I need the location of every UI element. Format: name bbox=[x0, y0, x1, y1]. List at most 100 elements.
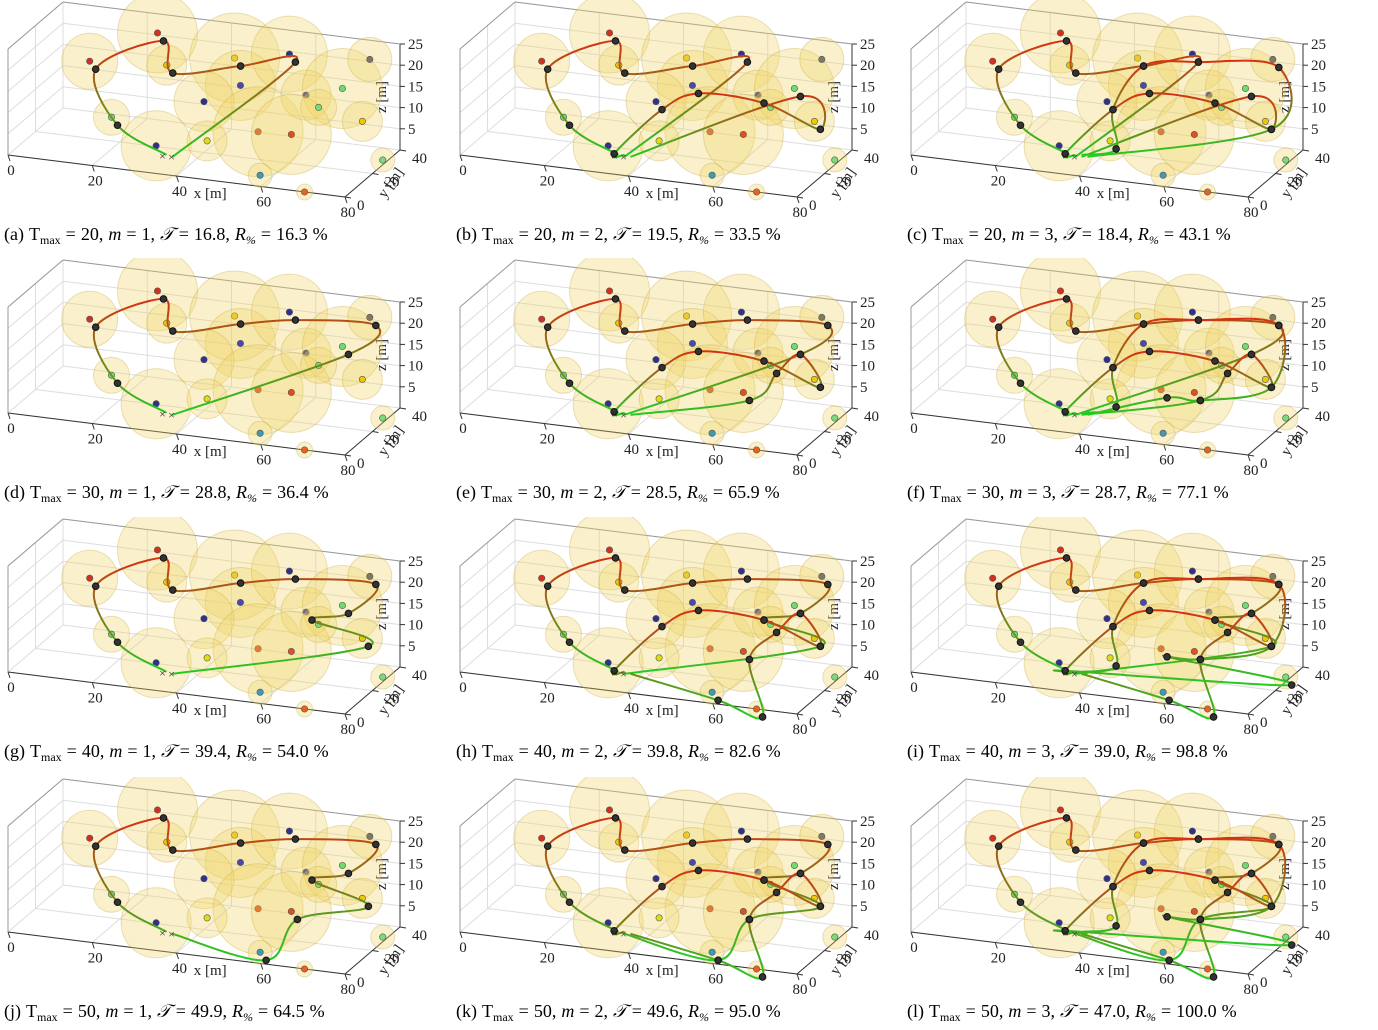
waypoint bbox=[160, 38, 167, 45]
tick-mark bbox=[1276, 174, 1282, 175]
waypoint bbox=[92, 324, 99, 331]
z-tick-label: 15 bbox=[860, 79, 875, 95]
waypoint bbox=[1276, 841, 1283, 848]
tick-mark bbox=[1276, 691, 1282, 692]
x-tick-label: 40 bbox=[624, 701, 639, 717]
target-point bbox=[606, 807, 612, 813]
separator: , bbox=[1050, 1001, 1055, 1021]
waypoint bbox=[92, 843, 99, 850]
waypoint bbox=[612, 815, 619, 822]
tick-mark bbox=[1248, 197, 1254, 198]
target-point bbox=[339, 862, 345, 868]
x-tick-label: 40 bbox=[172, 961, 187, 977]
x-tick-label: 60 bbox=[1159, 453, 1174, 469]
waypoint bbox=[114, 122, 121, 129]
tick-mark bbox=[460, 932, 462, 938]
z-tick-label: 15 bbox=[1311, 337, 1326, 353]
waypoint bbox=[160, 555, 167, 562]
target-point bbox=[288, 908, 294, 914]
target-point bbox=[753, 966, 759, 972]
target-point bbox=[237, 340, 243, 346]
x-tick-label: 80 bbox=[341, 205, 356, 221]
waypoint bbox=[169, 328, 176, 335]
waypoint bbox=[761, 617, 768, 624]
waypoint bbox=[695, 348, 702, 355]
value: 40 bbox=[534, 741, 552, 761]
x-axis-label: x [m] bbox=[1097, 703, 1130, 719]
waypoint bbox=[695, 607, 702, 614]
waypoint bbox=[1212, 877, 1219, 884]
value: 98.8 bbox=[1176, 741, 1208, 761]
value: 64.5 bbox=[273, 1001, 305, 1021]
x-tick-label: 0 bbox=[910, 940, 918, 956]
subplot: 02040608002040510152025x [m]y [m]z [m]××… bbox=[903, 258, 1378, 511]
value: 2 bbox=[594, 741, 603, 761]
value: 33.5 bbox=[729, 224, 761, 244]
waypoint bbox=[659, 623, 666, 630]
waypoint bbox=[612, 555, 619, 562]
z-tick-label: 10 bbox=[408, 101, 423, 117]
tick-mark bbox=[460, 672, 462, 678]
separator: , bbox=[1128, 224, 1133, 244]
figure: 02040608002040510152025x [m]y [m]z [m]××… bbox=[0, 0, 1378, 1030]
target-point bbox=[380, 157, 386, 163]
value: 43.1 bbox=[1179, 224, 1211, 244]
tick-mark bbox=[852, 150, 858, 151]
z-tick-label: 5 bbox=[1311, 639, 1319, 655]
tick-mark bbox=[345, 714, 351, 715]
x-tick-label: 40 bbox=[624, 184, 639, 200]
target-point bbox=[359, 118, 365, 124]
symbol: 𝒯 bbox=[1063, 224, 1082, 244]
waypoint bbox=[1224, 889, 1231, 896]
tick-mark bbox=[825, 691, 831, 692]
depot-marker: × bbox=[611, 666, 618, 680]
symbol: T bbox=[482, 1001, 493, 1021]
panel-label: (c) bbox=[907, 224, 927, 245]
caption: (h)Tmax=40,m=2,𝒯=39.8,R%=82.6% bbox=[456, 741, 781, 764]
waypoint bbox=[1195, 317, 1202, 324]
y-tick-label: 40 bbox=[864, 928, 879, 944]
equals: = bbox=[632, 741, 642, 761]
waypoint bbox=[345, 610, 352, 617]
value: 50 bbox=[78, 1001, 96, 1021]
tick-mark bbox=[1303, 408, 1309, 409]
waypoint bbox=[566, 639, 573, 646]
target-point bbox=[1140, 599, 1146, 605]
z-tick-label: 5 bbox=[1311, 899, 1319, 915]
waypoint bbox=[309, 877, 316, 884]
value: 40 bbox=[82, 741, 100, 761]
panel-label: (l) bbox=[907, 1001, 924, 1022]
target-point bbox=[1242, 85, 1248, 91]
unit: % bbox=[766, 741, 781, 761]
waypoint bbox=[1063, 555, 1070, 562]
z-tick-label: 20 bbox=[408, 575, 423, 591]
target-point bbox=[1189, 828, 1195, 834]
tick-mark bbox=[629, 953, 631, 959]
symbol: m bbox=[1008, 741, 1021, 761]
target-point bbox=[288, 648, 294, 654]
z-tick-label: 15 bbox=[1311, 79, 1326, 95]
target-point bbox=[154, 547, 160, 553]
target-point bbox=[653, 98, 659, 104]
symbol: T bbox=[481, 482, 492, 502]
x-tick-label: 60 bbox=[256, 972, 271, 988]
depot-marker: × bbox=[159, 149, 166, 163]
waypoint bbox=[695, 90, 702, 97]
tick-mark bbox=[92, 683, 94, 689]
waypoint bbox=[1276, 322, 1283, 329]
depot-marker: × bbox=[1062, 407, 1069, 421]
waypoint bbox=[566, 122, 573, 129]
value: 28.7 bbox=[1095, 482, 1127, 502]
target-point bbox=[753, 706, 759, 712]
waypoint bbox=[1140, 63, 1147, 70]
waypoint bbox=[1288, 682, 1295, 689]
x-axis-label: x [m] bbox=[194, 444, 227, 460]
z-tick-label: 20 bbox=[860, 835, 875, 851]
x-tick-label: 60 bbox=[1159, 195, 1174, 211]
depot-marker: × bbox=[611, 926, 618, 940]
y-tick-label: 40 bbox=[412, 151, 427, 167]
equals: = bbox=[179, 224, 189, 244]
x-tick-label: 20 bbox=[88, 432, 103, 448]
x-tick-label: 20 bbox=[88, 174, 103, 190]
tick-mark bbox=[345, 455, 351, 456]
